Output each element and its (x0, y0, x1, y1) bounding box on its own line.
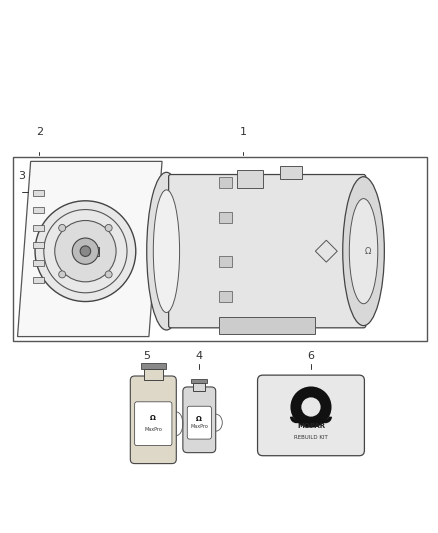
Bar (13, 157, 427, 341)
Bar (191, 379, 208, 383)
Bar (33, 190, 44, 196)
Ellipse shape (35, 201, 136, 302)
Text: Ω: Ω (150, 415, 156, 421)
Bar (193, 383, 205, 391)
Bar (219, 290, 232, 302)
Text: 2: 2 (36, 127, 43, 138)
FancyBboxPatch shape (183, 387, 215, 453)
Text: MaxPro: MaxPro (145, 427, 162, 432)
Bar (33, 243, 44, 248)
Bar (219, 212, 232, 223)
Bar (33, 207, 44, 213)
Text: MaxPro: MaxPro (191, 424, 208, 429)
Text: 4: 4 (196, 351, 203, 361)
Ellipse shape (349, 199, 378, 304)
Text: 1: 1 (240, 127, 247, 138)
FancyBboxPatch shape (187, 406, 211, 439)
Bar (88, 247, 99, 255)
Ellipse shape (153, 190, 180, 312)
Bar (219, 317, 315, 334)
Circle shape (59, 271, 66, 278)
Circle shape (291, 387, 331, 427)
FancyBboxPatch shape (131, 376, 176, 464)
Bar (280, 166, 302, 179)
Text: 3: 3 (18, 171, 25, 181)
Circle shape (59, 224, 66, 231)
Ellipse shape (80, 246, 91, 256)
Ellipse shape (147, 172, 186, 330)
Bar (219, 177, 232, 188)
Ellipse shape (55, 221, 116, 282)
Ellipse shape (343, 177, 384, 326)
FancyBboxPatch shape (258, 375, 364, 456)
Circle shape (105, 224, 112, 231)
Bar (33, 260, 44, 265)
FancyBboxPatch shape (169, 174, 366, 328)
Bar (141, 363, 166, 368)
Ellipse shape (72, 238, 99, 264)
Text: REBUILD KIT: REBUILD KIT (294, 435, 328, 440)
Text: Ω: Ω (365, 247, 371, 256)
Bar (144, 368, 162, 381)
Text: 5: 5 (143, 351, 150, 361)
Bar (33, 278, 44, 283)
Text: 6: 6 (307, 351, 314, 361)
Bar (33, 225, 44, 231)
Text: Ω: Ω (196, 416, 202, 422)
Circle shape (301, 398, 321, 417)
Text: MOPAR: MOPAR (297, 423, 325, 429)
Bar (237, 170, 263, 188)
FancyBboxPatch shape (135, 402, 172, 446)
Bar (219, 255, 232, 266)
Polygon shape (18, 161, 162, 336)
Circle shape (105, 271, 112, 278)
